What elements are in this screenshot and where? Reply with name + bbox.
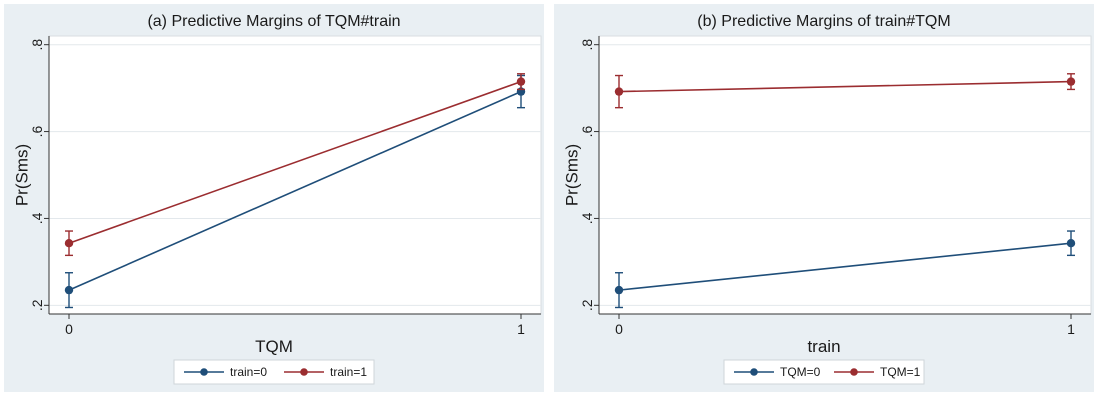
chart-title: (a) Predictive Margins of TQM#train bbox=[147, 13, 400, 30]
data-point bbox=[64, 285, 74, 295]
x-tick-label: 1 bbox=[517, 321, 525, 337]
x-tick-label: 1 bbox=[1067, 321, 1075, 337]
y-axis-label: Pr(Sms) bbox=[13, 144, 32, 206]
y-tick-label: .8 bbox=[579, 39, 595, 51]
legend-marker bbox=[750, 368, 758, 376]
chart-panel-b: (b) Predictive Margins of train#TQM .2 .4.… bbox=[554, 4, 1094, 392]
y-tick-label: .2 bbox=[29, 299, 45, 311]
y-tick-label: .2 bbox=[579, 299, 595, 311]
data-point bbox=[64, 238, 74, 248]
plot-area bbox=[48, 35, 542, 315]
y-axis-label: Pr(Sms) bbox=[563, 144, 582, 206]
data-point bbox=[1066, 77, 1076, 86]
chart-title: (b) Predictive Margins of train#TQM bbox=[697, 13, 950, 30]
legend-label: TQM=1 bbox=[880, 365, 921, 379]
data-point bbox=[516, 77, 526, 86]
y-tick-label: .4 bbox=[579, 212, 595, 224]
data-point bbox=[1066, 238, 1076, 248]
x-tick-label: 0 bbox=[65, 321, 73, 337]
data-point bbox=[614, 87, 624, 96]
y-tick-label: .4 bbox=[29, 212, 45, 224]
x-axis-label: TQM bbox=[255, 337, 293, 356]
plot-area bbox=[598, 35, 1092, 315]
x-axis-label: train bbox=[807, 337, 840, 356]
y-tick-label: .8 bbox=[29, 39, 45, 51]
series-line bbox=[68, 80, 522, 244]
series-line bbox=[618, 80, 1072, 93]
legend-label: train=1 bbox=[330, 365, 367, 379]
legend-marker bbox=[300, 368, 308, 376]
chart-panel-a: (a) Predictive Margins of TQM#train .2 .4.… bbox=[4, 4, 544, 392]
legend-marker bbox=[200, 368, 208, 376]
data-point bbox=[614, 285, 624, 295]
series-line bbox=[68, 90, 522, 291]
series-line bbox=[618, 242, 1072, 291]
y-tick-label: .6 bbox=[579, 126, 595, 138]
chart-b: (b) Predictive Margins of train#TQM .2 .4.… bbox=[563, 13, 1092, 385]
legend-label: TQM=0 bbox=[780, 365, 821, 379]
legend-marker bbox=[850, 368, 858, 376]
legend-label: train=0 bbox=[230, 365, 267, 379]
x-tick-label: 0 bbox=[615, 321, 623, 337]
y-tick-label: .6 bbox=[29, 126, 45, 138]
chart-a: (a) Predictive Margins of TQM#train .2 .4.… bbox=[13, 13, 542, 385]
